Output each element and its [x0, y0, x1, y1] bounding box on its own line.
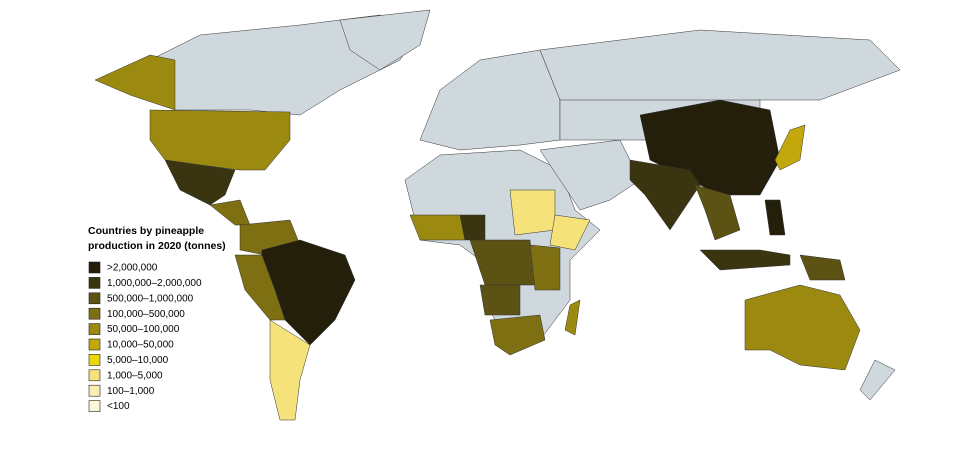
legend-title: Countries by pineapple	[88, 225, 204, 237]
argentina	[269, 319, 311, 421]
legend-swatch	[88, 369, 101, 382]
peru-bolivia	[234, 254, 286, 321]
legend-label: 100,000–500,000	[107, 309, 185, 320]
legend-swatch	[88, 292, 101, 305]
legend: Countries by pineapple production in 202…	[88, 225, 226, 412]
legend-swatch	[88, 307, 101, 320]
mexico	[164, 159, 236, 206]
greenland	[339, 9, 431, 71]
countries	[94, 9, 901, 421]
legend-title: production in 2020 (tonnes)	[88, 240, 226, 252]
legend-label: 5,000–10,000	[107, 355, 169, 366]
legend-label: 50,000–100,000	[107, 324, 180, 335]
japan	[774, 124, 806, 171]
legend-swatch	[88, 384, 101, 397]
west-africa	[409, 214, 466, 241]
angola	[479, 284, 521, 316]
legend-label: 10,000–50,000	[107, 340, 174, 351]
philippines	[764, 199, 786, 236]
indonesia	[699, 249, 791, 271]
legend-label: <100	[107, 401, 130, 412]
legend-label: 100–1,000	[107, 386, 155, 397]
sudan	[509, 189, 556, 236]
legend-swatch	[88, 277, 101, 289]
alaska	[94, 54, 176, 111]
legend-label: 1,000–5,000	[107, 370, 163, 381]
australia	[744, 284, 861, 371]
central-america	[209, 199, 251, 226]
legend-swatch	[88, 323, 101, 335]
madagascar	[564, 299, 581, 336]
papua	[799, 254, 846, 281]
ethiopia	[549, 214, 591, 251]
legend-label: 500,000–1,000,000	[107, 293, 194, 304]
congo	[469, 239, 536, 286]
new-zealand	[859, 359, 896, 401]
russia	[539, 29, 901, 111]
india	[629, 159, 701, 231]
legend-label: 1,000,000–2,000,000	[107, 278, 202, 289]
europe	[419, 49, 561, 151]
legend-swatch	[88, 400, 101, 412]
legend-swatch	[88, 338, 101, 351]
legend-swatch	[88, 261, 101, 274]
south-africa	[489, 314, 546, 356]
legend-label: >2,000,000	[107, 263, 158, 274]
legend-swatch	[88, 354, 101, 366]
usa	[149, 109, 291, 171]
east-africa	[529, 244, 561, 291]
southeast-asia	[694, 184, 741, 241]
